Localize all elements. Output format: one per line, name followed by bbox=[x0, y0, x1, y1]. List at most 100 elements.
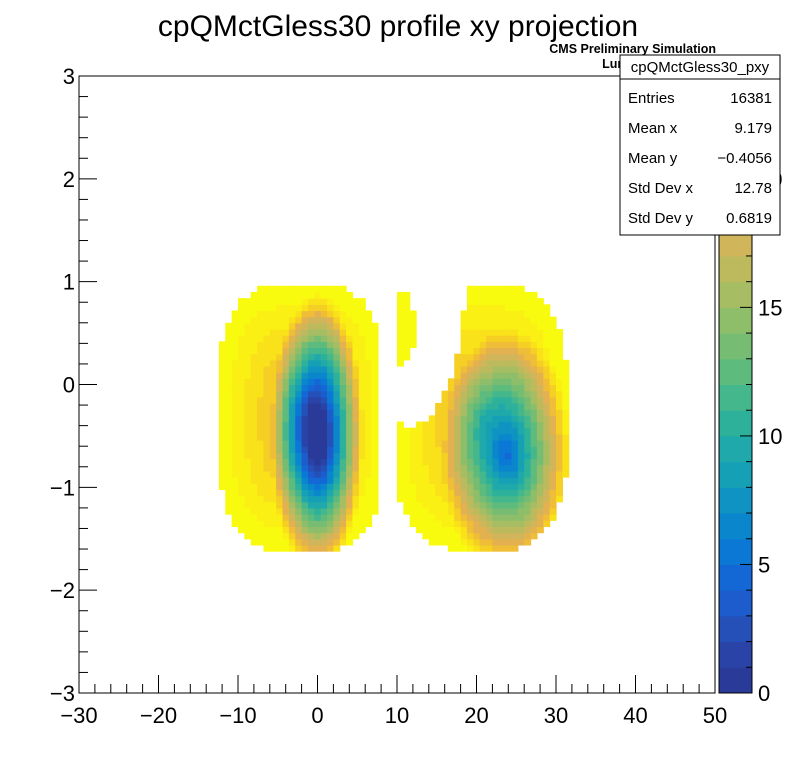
heatmap-cell bbox=[218, 384, 226, 392]
heatmap-cell bbox=[460, 384, 468, 392]
heatmap-cell bbox=[549, 409, 557, 416]
heatmap-cell bbox=[288, 322, 296, 330]
heatmap-cell bbox=[358, 427, 366, 435]
heatmap-cell bbox=[549, 384, 557, 392]
heatmap-cell bbox=[257, 304, 265, 312]
heatmap-cell bbox=[218, 359, 226, 367]
heatmap-cell bbox=[536, 359, 544, 367]
heatmap-cell bbox=[403, 501, 411, 509]
heatmap-cell bbox=[250, 507, 258, 515]
heatmap-cell bbox=[530, 477, 538, 484]
heatmap-cell bbox=[307, 316, 315, 324]
heatmap-cell bbox=[492, 353, 500, 361]
heatmap-cell bbox=[492, 483, 500, 490]
heatmap-cell bbox=[530, 304, 538, 312]
heatmap-cell bbox=[543, 501, 551, 509]
heatmap-cell bbox=[365, 328, 373, 336]
heatmap-cell bbox=[530, 384, 538, 392]
heatmap-cell bbox=[517, 359, 525, 367]
heatmap-cell bbox=[416, 427, 424, 435]
heatmap-cell bbox=[447, 501, 455, 509]
heatmap-cell bbox=[333, 353, 341, 361]
heatmap-cell bbox=[397, 359, 404, 367]
heatmap-cell bbox=[346, 526, 354, 534]
heatmap-cell bbox=[276, 544, 284, 552]
heatmap-cell bbox=[250, 458, 258, 466]
heatmap-cell bbox=[517, 470, 525, 478]
heatmap-cell bbox=[511, 365, 519, 373]
heatmap-cell bbox=[244, 310, 252, 318]
heatmap-cell bbox=[295, 316, 303, 324]
heatmap-cell bbox=[517, 378, 525, 386]
heatmap-cell bbox=[505, 421, 513, 429]
heatmap-cell bbox=[238, 446, 245, 453]
heatmap-cell bbox=[479, 514, 487, 521]
heatmap-cell bbox=[314, 353, 322, 361]
heatmap-cell bbox=[422, 514, 430, 521]
heatmap-cell bbox=[365, 507, 373, 515]
heatmap-cell bbox=[562, 409, 570, 416]
heatmap-cell bbox=[352, 483, 360, 490]
heatmap-cell bbox=[288, 372, 296, 379]
heatmap-cell bbox=[314, 298, 322, 305]
colorbar-segment bbox=[719, 667, 752, 694]
heatmap-cell bbox=[486, 390, 493, 398]
heatmap-cell bbox=[225, 464, 233, 472]
heatmap-cell bbox=[460, 372, 468, 379]
heatmap-cell bbox=[447, 470, 455, 478]
heatmap-cell bbox=[371, 409, 379, 416]
heatmap-cell bbox=[473, 403, 481, 410]
heatmap-cell bbox=[288, 316, 296, 324]
heatmap-cell bbox=[454, 359, 462, 367]
heatmap-cell bbox=[244, 495, 252, 503]
heatmap-cell bbox=[346, 396, 354, 404]
heatmap-cell bbox=[466, 396, 474, 404]
heatmap-cell bbox=[257, 378, 265, 386]
heatmap-cell bbox=[225, 452, 233, 460]
heatmap-cell bbox=[543, 495, 551, 503]
heatmap-cell bbox=[333, 335, 341, 342]
heatmap-cell bbox=[244, 446, 252, 453]
heatmap-cell bbox=[288, 359, 296, 367]
heatmap-cell bbox=[244, 403, 252, 410]
heatmap-cell bbox=[339, 365, 347, 373]
heatmap-cell bbox=[314, 316, 322, 324]
heatmap-cell bbox=[314, 291, 322, 299]
heatmap-cell bbox=[505, 285, 513, 293]
heatmap-cell bbox=[441, 403, 449, 410]
heatmap-cell bbox=[409, 446, 417, 453]
heatmap-cell bbox=[562, 433, 570, 441]
heatmap-cell bbox=[314, 409, 322, 416]
heatmap-cell bbox=[238, 514, 245, 521]
heatmap-cell bbox=[460, 427, 468, 435]
heatmap-cell bbox=[409, 470, 417, 478]
heatmap-cell bbox=[358, 514, 366, 521]
heatmap-cell bbox=[231, 446, 239, 453]
heatmap-cell bbox=[511, 304, 519, 312]
heatmap-cell bbox=[460, 489, 468, 497]
heatmap-cell bbox=[250, 415, 258, 423]
heatmap-cell bbox=[358, 335, 366, 342]
heatmap-cell bbox=[276, 353, 284, 361]
heatmap-cell bbox=[422, 458, 430, 466]
heatmap-cell bbox=[282, 335, 290, 342]
heatmap-cell bbox=[320, 477, 328, 484]
heatmap-cell bbox=[352, 477, 360, 484]
heatmap-cell bbox=[454, 384, 462, 392]
heatmap-cell bbox=[231, 514, 239, 521]
heatmap-cell bbox=[517, 477, 525, 484]
heatmap-cell bbox=[288, 440, 296, 447]
heatmap-cell bbox=[486, 347, 493, 355]
heatmap-cell bbox=[339, 298, 347, 305]
heatmap-cell bbox=[263, 353, 271, 361]
heatmap-cell bbox=[524, 489, 532, 497]
heatmap-cell bbox=[460, 464, 468, 472]
heatmap-cell bbox=[282, 409, 290, 416]
heatmap-cell bbox=[333, 452, 341, 460]
heatmap-cell bbox=[492, 415, 500, 423]
heatmap-cell bbox=[536, 440, 544, 447]
heatmap-cell bbox=[238, 464, 245, 472]
heatmap-cell bbox=[218, 365, 226, 373]
heatmap-cell bbox=[492, 347, 500, 355]
heatmap-cell bbox=[307, 421, 315, 429]
